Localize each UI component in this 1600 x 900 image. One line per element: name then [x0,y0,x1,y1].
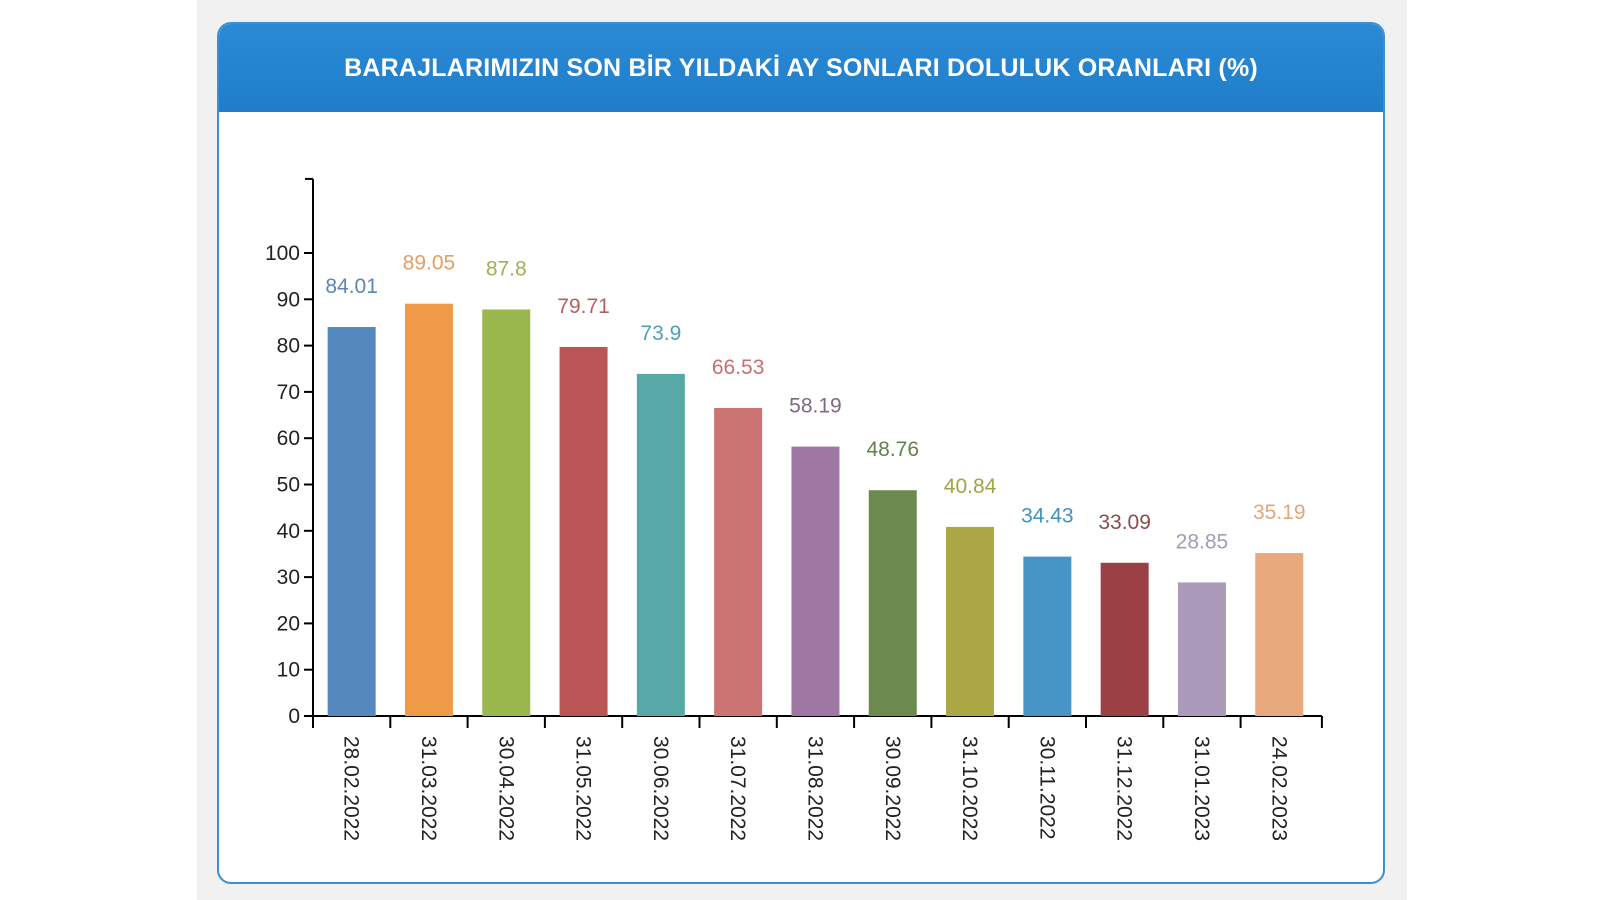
x-tick-label: 31.03.2022 [417,736,440,841]
x-tick-label: 28.02.2022 [340,736,363,841]
x-tick-label: 31.01.2023 [1190,736,1213,841]
bar-value-label: 73.9 [640,322,681,345]
bar [482,309,531,716]
x-tick-label: 31.10.2022 [958,736,981,841]
x-tick-label: 31.07.2022 [726,736,749,841]
y-tick-label: 30 [277,566,300,589]
bar [946,526,995,716]
bar-value-label: 33.09 [1098,511,1151,534]
bar-value-label: 84.01 [325,275,378,298]
bar [714,407,763,716]
y-tick-label: 90 [277,288,300,311]
x-tick-label: 30.09.2022 [881,736,904,841]
y-tick-label: 10 [277,659,300,682]
bar [1100,562,1149,716]
x-tick-label: 31.12.2022 [1113,736,1136,841]
y-tick-label: 0 [288,705,300,728]
x-tick-label: 30.11.2022 [1035,736,1058,840]
bar-chart: 0 10 20 30 40 50 60 70 80 90 100 84.01 28.02.2022 89.… [265,177,1323,841]
chart-card: BARAJLARIMIZIN SON BİR YILDAKİ AY SONLAR… [217,22,1385,884]
chart-card-header: BARAJLARIMIZIN SON BİR YILDAKİ AY SONLAR… [219,24,1383,112]
y-tick-label: 60 [277,427,300,450]
y-tick-label: 80 [277,335,300,358]
bar [1177,582,1226,716]
y-tick-label: 100 [265,242,300,265]
bar [1255,553,1304,716]
bar [1023,556,1072,716]
x-tick-label: 30.06.2022 [649,736,672,841]
bar-value-label: 28.85 [1176,530,1229,553]
bar-value-label: 40.84 [944,475,997,498]
bar-value-label: 87.8 [486,257,527,280]
bar-value-label: 79.71 [557,295,610,318]
bar-value-label: 34.43 [1021,505,1074,528]
y-tick-label: 40 [277,520,300,543]
bar [559,346,608,716]
bar [404,303,453,716]
bar [636,373,685,716]
bar-value-label: 58.19 [789,395,842,418]
bar-value-label: 35.19 [1253,501,1306,524]
y-tick-label: 20 [277,612,300,635]
bar [327,327,376,716]
bar-value-label: 48.76 [866,438,919,461]
y-tick-label: 70 [277,381,300,404]
bar-value-label: 66.53 [712,356,765,379]
y-tick-label: 50 [277,474,300,497]
bar-value-label: 89.05 [403,252,456,275]
x-tick-label: 31.08.2022 [803,736,826,841]
bar [791,446,840,716]
x-tick-label: 30.04.2022 [494,736,517,841]
x-tick-label: 24.02.2023 [1267,736,1290,841]
x-tick-label: 31.05.2022 [572,736,595,841]
bar [868,490,917,716]
chart-title: BARAJLARIMIZIN SON BİR YILDAKİ AY SONLAR… [344,53,1258,82]
